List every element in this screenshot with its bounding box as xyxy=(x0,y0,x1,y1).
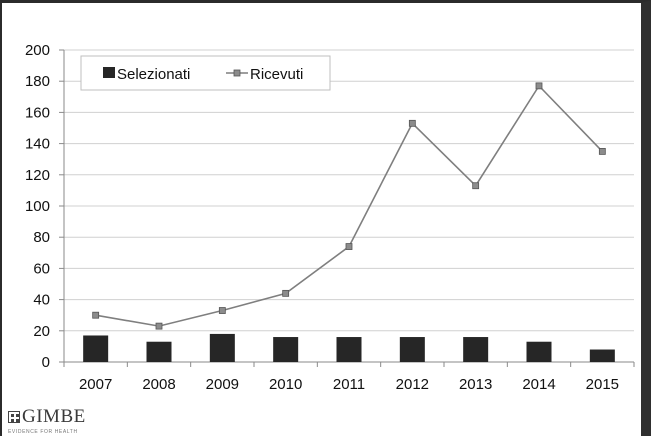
x-tick-label: 2013 xyxy=(459,376,492,393)
x-tick-label: 2008 xyxy=(142,376,175,393)
bar xyxy=(83,335,109,362)
bar-series xyxy=(83,333,615,362)
line-marker xyxy=(472,182,480,190)
bar xyxy=(146,341,172,362)
legend-label-bar: Selezionati xyxy=(117,66,190,83)
x-tick-label: 2014 xyxy=(522,376,555,393)
line-marker xyxy=(92,311,100,319)
bar xyxy=(273,337,299,362)
legend-swatch-bar xyxy=(103,67,115,78)
y-tick-label: 20 xyxy=(33,323,50,340)
y-tick-label: 160 xyxy=(25,104,50,121)
bar xyxy=(209,333,235,362)
y-tick-label: 140 xyxy=(25,136,50,153)
bar xyxy=(526,341,552,362)
line-marker xyxy=(408,119,416,127)
legend-box xyxy=(80,55,331,91)
y-axis-labels: 0 20 40 60 80 100 120 140 160 180 200 xyxy=(25,42,50,371)
bar xyxy=(399,337,425,362)
y-tick-label: 80 xyxy=(33,229,50,246)
y-tick-label: 40 xyxy=(33,292,50,309)
bar xyxy=(589,349,615,362)
line-marker xyxy=(345,243,353,250)
legend-swatch-marker xyxy=(233,69,241,77)
y-tick-label: 0 xyxy=(42,354,50,371)
x-tick-label: 2015 xyxy=(586,376,619,393)
y-tick-label: 180 xyxy=(25,73,50,90)
legend-label-line: Ricevuti xyxy=(250,66,303,83)
line-marker xyxy=(218,307,226,314)
gimbe-logo-icon xyxy=(8,411,20,423)
y-tick-label: 120 xyxy=(25,167,50,184)
chart-axes xyxy=(59,49,635,367)
line-marker xyxy=(535,82,543,90)
y-tick-label: 60 xyxy=(33,260,50,277)
bar xyxy=(463,337,489,362)
y-tick-label: 200 xyxy=(25,42,50,59)
bar xyxy=(336,337,362,362)
line-marker xyxy=(155,322,163,330)
y-tick-label: 100 xyxy=(25,198,50,215)
x-tick-label: 2009 xyxy=(206,376,239,393)
x-tick-label: 2010 xyxy=(269,376,302,393)
line-marker xyxy=(282,289,290,297)
grid-lines xyxy=(64,49,634,332)
brand-name: GIMBE xyxy=(22,406,86,427)
line-series xyxy=(92,82,606,330)
x-tick-label: 2012 xyxy=(396,376,429,393)
x-tick-label: 2007 xyxy=(79,376,112,393)
brand-tagline: EVIDENCE FOR HEALTH xyxy=(8,429,78,435)
brand-logo: GIMBE EVIDENCE FOR HEALTH xyxy=(8,404,128,436)
legend: Selezionati Ricevuti xyxy=(80,55,331,91)
line-marker xyxy=(598,147,606,155)
x-axis-labels: 2007 2008 2009 2010 2011 2012 2013 2014 2015 xyxy=(79,376,619,393)
x-tick-label: 2011 xyxy=(333,376,365,393)
